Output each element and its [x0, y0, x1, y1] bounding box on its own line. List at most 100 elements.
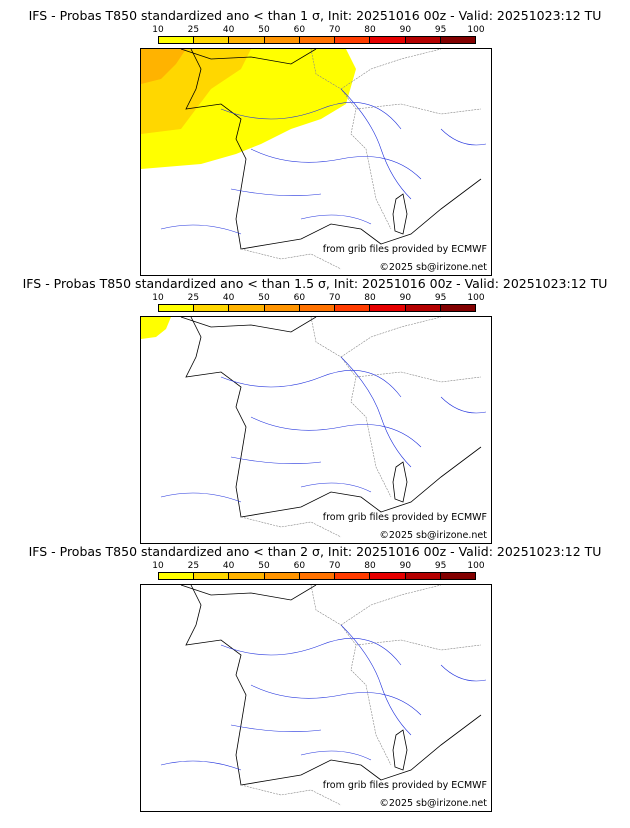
colorbar-tick-label: 50	[258, 25, 270, 35]
coastline-france	[185, 317, 482, 518]
colorbar-tick-label: 95	[434, 561, 447, 571]
colorbar-segment	[264, 573, 300, 579]
colorbar-tick-label: 25	[187, 25, 200, 35]
colorbar-strip	[158, 36, 476, 44]
colorbar-segment	[370, 37, 406, 43]
colorbar-segment	[264, 37, 300, 43]
colorbar-tick-labels: 10 25 40 50 60 70 80 90 95 100	[152, 25, 484, 35]
probability-map: from grib files provided by ECMWF ©2025 …	[140, 48, 492, 276]
colorbar-tick-label: 70	[328, 293, 341, 303]
colorbar-segment	[440, 37, 475, 43]
colorbar-tick-label: 60	[293, 25, 306, 35]
colorbar-strip	[158, 304, 476, 312]
colorbar-tick-label: 90	[399, 25, 412, 35]
colorbar-segment	[440, 305, 475, 311]
colorbar-tick-label: 80	[364, 561, 376, 571]
colorbar-segment	[370, 305, 406, 311]
colorbar-tick-label: 10	[152, 25, 164, 35]
colorbar-segment	[264, 305, 300, 311]
credit-copyright: ©2025 sb@irizone.net	[379, 530, 487, 541]
colorbar-tick-label: 95	[434, 25, 447, 35]
colorbar-tick-label: 40	[222, 25, 235, 35]
colorbar-tick-label: 100	[467, 561, 485, 571]
colorbar-tick-label: 40	[222, 293, 235, 303]
colorbar-tick-label: 25	[187, 293, 200, 303]
colorbar-tick-label: 100	[467, 25, 485, 35]
credit-source: from grib files provided by ECMWF	[322, 244, 487, 255]
colorbar-segment	[229, 305, 265, 311]
corsica	[392, 193, 408, 235]
colorbar-segment	[159, 305, 195, 311]
map-svg	[160, 585, 487, 806]
colorbar-tick-label: 80	[364, 293, 376, 303]
colorbar: 10 25 40 50 60 70 80 90 95 100	[152, 293, 485, 314]
panel-title: IFS - Probas T850 standardized ano < tha…	[28, 8, 602, 23]
borders	[240, 585, 482, 806]
coastline-uk	[180, 317, 317, 333]
colorbar-segment	[194, 305, 230, 311]
colorbar-segment	[370, 573, 406, 579]
map-panel-1: IFS - Probas T850 standardized ano < tha…	[0, 8, 630, 284]
prob-area-yellow	[141, 317, 171, 339]
colorbar-tick-label: 50	[258, 561, 270, 571]
coastline-uk	[180, 49, 317, 65]
colorbar-tick-label: 80	[364, 25, 376, 35]
colorbar-segment	[405, 37, 441, 43]
colorbar: 10 25 40 50 60 70 80 90 95 100	[152, 25, 485, 46]
borders	[240, 317, 482, 538]
colorbar-tick-label: 10	[152, 293, 164, 303]
colorbar-segment	[299, 305, 336, 311]
colorbar-strip	[158, 572, 476, 580]
corsica	[392, 461, 408, 503]
colorbar-tick-label: 90	[399, 293, 412, 303]
colorbar-tick-label: 70	[328, 561, 341, 571]
colorbar-segment	[405, 305, 441, 311]
probability-map: from grib files provided by ECMWF ©2025 …	[140, 316, 492, 544]
colorbar-tick-label: 90	[399, 561, 412, 571]
colorbar-tick-label: 10	[152, 561, 164, 571]
credit-copyright: ©2025 sb@irizone.net	[379, 798, 487, 809]
colorbar-segment	[335, 573, 371, 579]
colorbar-segment	[194, 573, 230, 579]
colorbar: 10 25 40 50 60 70 80 90 95 100	[152, 561, 485, 582]
credit-copyright: ©2025 sb@irizone.net	[379, 262, 487, 273]
colorbar-tick-label: 100	[467, 293, 485, 303]
panel-title: IFS - Probas T850 standardized ano < tha…	[28, 544, 602, 559]
colorbar-segment	[405, 573, 441, 579]
map-panel-2: IFS - Probas T850 standardized ano < tha…	[0, 276, 630, 552]
prob-area-orange	[141, 49, 186, 84]
colorbar-segment	[299, 37, 336, 43]
map-svg	[141, 317, 487, 538]
colorbar-tick-label: 60	[293, 293, 306, 303]
colorbar-segment	[229, 37, 265, 43]
panel-title: IFS - Probas T850 standardized ano < tha…	[22, 276, 608, 291]
colorbar-segment	[299, 573, 336, 579]
borders	[240, 49, 482, 270]
coastline-uk	[180, 585, 317, 601]
colorbar-tick-label: 40	[222, 561, 235, 571]
coastline-france	[185, 49, 482, 250]
colorbar-segment	[159, 573, 195, 579]
corsica	[392, 729, 408, 771]
colorbar-tick-labels: 10 25 40 50 60 70 80 90 95 100	[152, 293, 484, 303]
colorbar-tick-label: 70	[328, 25, 341, 35]
rivers	[160, 356, 487, 503]
colorbar-tick-labels: 10 25 40 50 60 70 80 90 95 100	[152, 561, 484, 571]
colorbar-segment	[194, 37, 230, 43]
credit-source: from grib files provided by ECMWF	[322, 780, 487, 791]
colorbar-segment	[159, 37, 195, 43]
credit-source: from grib files provided by ECMWF	[322, 512, 487, 523]
rivers	[160, 88, 487, 235]
coastline-france	[185, 585, 482, 786]
map-svg	[141, 49, 487, 270]
colorbar-tick-label: 60	[293, 561, 306, 571]
colorbar-tick-label: 95	[434, 293, 447, 303]
rivers	[160, 624, 487, 771]
colorbar-tick-label: 50	[258, 293, 270, 303]
colorbar-segment	[335, 37, 371, 43]
colorbar-tick-label: 25	[187, 561, 200, 571]
colorbar-segment	[335, 305, 371, 311]
colorbar-segment	[440, 573, 475, 579]
map-panel-3: IFS - Probas T850 standardized ano < tha…	[0, 544, 630, 820]
colorbar-segment	[229, 573, 265, 579]
